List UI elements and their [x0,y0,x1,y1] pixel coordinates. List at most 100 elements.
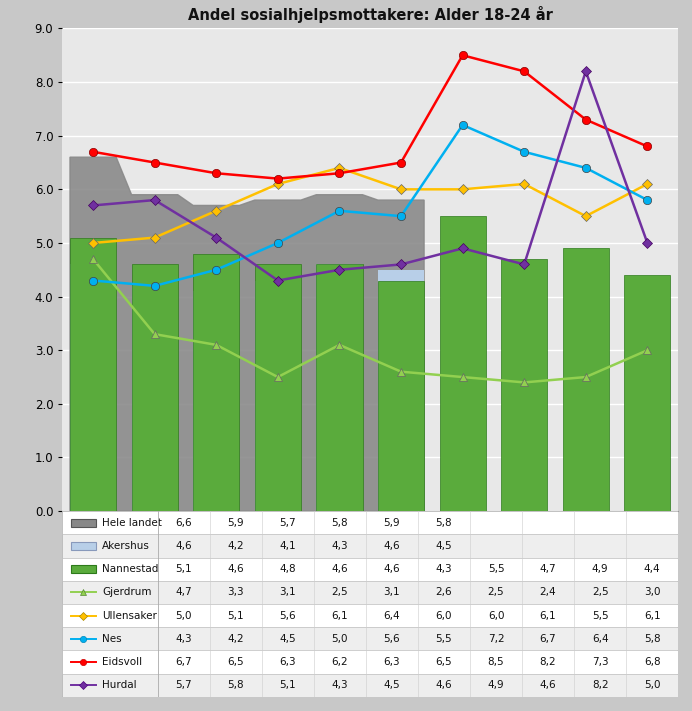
Bar [624,275,671,511]
Text: 5,7: 5,7 [280,518,296,528]
Ullensaker [335,164,343,172]
Text: 5,8: 5,8 [644,634,660,643]
Nes [520,147,528,156]
Bar [563,248,609,511]
Gjerdrum [335,341,343,349]
Gjerdrum [581,373,590,381]
Text: 3,1: 3,1 [383,587,400,597]
Text: Gjerdrum: Gjerdrum [102,587,152,597]
Text: 5,7: 5,7 [176,680,192,690]
Line: Eidsvoll: Eidsvoll [89,51,652,183]
Text: 4,5: 4,5 [383,680,400,690]
Gjerdrum [520,378,528,387]
Text: 6,5: 6,5 [228,657,244,667]
Text: 4,7: 4,7 [540,564,556,574]
Text: 2,5: 2,5 [331,587,348,597]
Text: Ullensaker: Ullensaker [102,611,157,621]
Text: Hurdal: Hurdal [102,680,137,690]
Text: Hele landet: Hele landet [102,518,162,528]
Text: 2,5: 2,5 [592,587,608,597]
Bar [62,511,678,535]
Bar [62,535,678,557]
Nes [89,277,97,285]
Text: 4,2: 4,2 [228,634,244,643]
Eidsvoll [458,51,466,60]
Text: 5,0: 5,0 [176,611,192,621]
Text: 4,3: 4,3 [331,680,348,690]
Text: 2,4: 2,4 [540,587,556,597]
Bar [62,604,678,627]
Eidsvoll [335,169,343,178]
Nes [151,282,159,290]
Eidsvoll [643,142,651,151]
Text: 4,3: 4,3 [331,541,348,551]
Bar [316,264,363,511]
Bar [62,557,678,581]
Eidsvoll [212,169,220,178]
Text: 6,2: 6,2 [331,657,348,667]
Text: 4,4: 4,4 [644,564,660,574]
Ullensaker [89,239,97,247]
Ullensaker [274,180,282,188]
Text: 4,6: 4,6 [228,564,244,574]
Gjerdrum [89,255,97,263]
Text: 4,9: 4,9 [592,564,608,574]
Nes [274,239,282,247]
Text: 8,2: 8,2 [540,657,556,667]
Gjerdrum [643,346,651,355]
Text: 4,5: 4,5 [436,541,453,551]
Nes [458,121,466,129]
Bar [316,264,363,511]
Ullensaker [458,185,466,193]
Nes [581,164,590,172]
Text: 5,1: 5,1 [280,680,296,690]
Nes [212,265,220,274]
Text: Eidsvoll: Eidsvoll [102,657,143,667]
Bar [71,542,95,550]
Text: 5,8: 5,8 [228,680,244,690]
Text: 4,6: 4,6 [540,680,556,690]
Hurdal [581,67,590,75]
Bar [255,264,301,511]
Eidsvoll [151,159,159,167]
Line: Gjerdrum: Gjerdrum [89,255,652,387]
Text: 4,7: 4,7 [176,587,192,597]
Text: 8,5: 8,5 [488,657,504,667]
Text: 6,6: 6,6 [176,518,192,528]
Line: Hurdal: Hurdal [89,68,651,284]
Text: 8,2: 8,2 [592,680,608,690]
Nes [643,196,651,204]
Hurdal [643,239,651,247]
Nes [335,206,343,215]
Text: 5,9: 5,9 [228,518,244,528]
Text: 4,6: 4,6 [383,564,400,574]
Text: 6,1: 6,1 [540,611,556,621]
Text: 6,4: 6,4 [383,611,400,621]
Text: 5,1: 5,1 [176,564,192,574]
Text: 6,3: 6,3 [383,657,400,667]
Bar [62,581,678,604]
Bar [439,216,486,511]
Text: 5,5: 5,5 [488,564,504,574]
Bar [131,264,178,511]
Text: 5,1: 5,1 [228,611,244,621]
Bar [501,259,547,511]
Text: 4,5: 4,5 [280,634,296,643]
Text: 3,3: 3,3 [228,587,244,597]
Text: 5,8: 5,8 [331,518,348,528]
Text: 4,6: 4,6 [383,541,400,551]
Text: 6,7: 6,7 [176,657,192,667]
Bar [71,565,95,573]
Bar [193,254,239,511]
Gjerdrum [151,330,159,338]
Text: 5,8: 5,8 [436,518,453,528]
Hurdal [151,196,159,204]
Eidsvoll [520,67,528,75]
Text: 6,0: 6,0 [488,611,504,621]
FancyBboxPatch shape [62,511,678,697]
Text: 5,5: 5,5 [592,611,608,621]
Text: 6,5: 6,5 [436,657,453,667]
Text: 6,1: 6,1 [331,611,348,621]
Text: 4,6: 4,6 [176,541,192,551]
Text: 4,6: 4,6 [436,680,453,690]
